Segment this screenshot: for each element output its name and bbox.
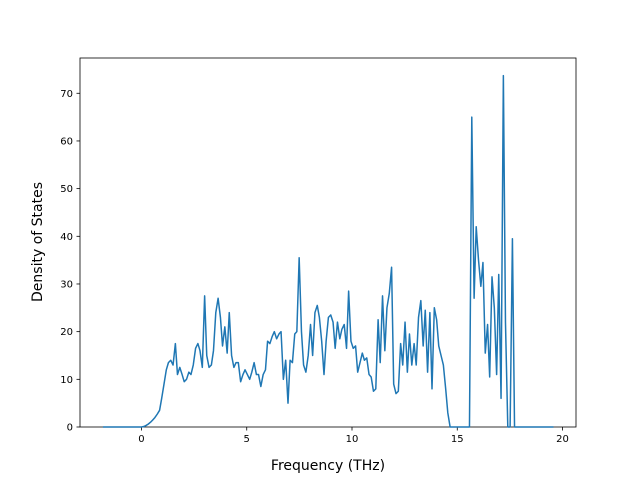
x-tick-label: 20 — [556, 434, 569, 445]
y-tick-label: 60 — [60, 136, 73, 147]
y-tick-label: 40 — [60, 232, 73, 243]
x-tick-label: 15 — [451, 434, 464, 445]
y-tick-label: 30 — [60, 279, 73, 290]
y-axis-label: Density of States — [30, 182, 46, 302]
y-tick-label: 10 — [60, 375, 73, 386]
x-tick-label: 0 — [138, 434, 144, 445]
x-axis-label: Frequency (THz) — [271, 458, 385, 474]
y-tick-label: 70 — [60, 89, 73, 100]
y-tick-label: 50 — [60, 184, 73, 195]
x-tick-label: 10 — [346, 434, 359, 445]
line — [102, 74, 554, 428]
y-tick-label: 20 — [60, 327, 73, 338]
plot-frame — [79, 57, 577, 428]
x-tick-label: 5 — [244, 434, 250, 445]
y-tick-label: 0 — [67, 423, 73, 434]
